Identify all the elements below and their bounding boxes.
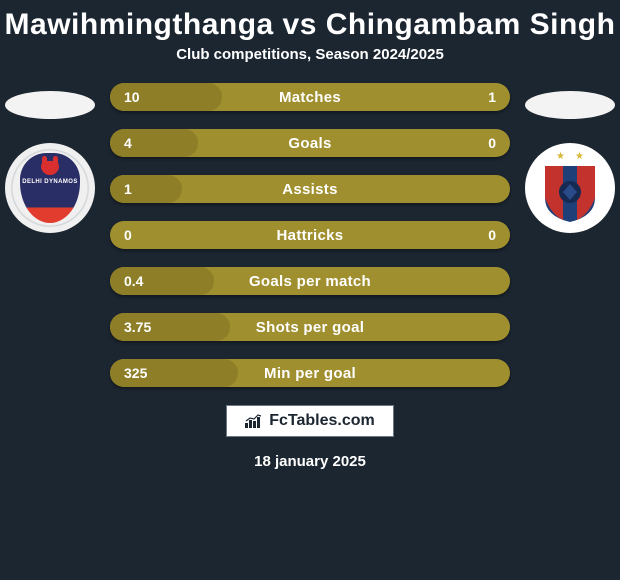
stat-row: 4Goals0 xyxy=(110,129,510,157)
right-flag-placeholder xyxy=(525,91,615,119)
left-crest-text: DELHI DYNAMOS xyxy=(22,179,78,185)
comparison-infographic: Mawihmingthanga vs Chingambam Singh Club… xyxy=(0,0,620,580)
brand-chart-icon xyxy=(245,414,263,428)
stat-right-value: 1 xyxy=(488,89,496,105)
stat-label: Assists xyxy=(110,181,510,198)
page-subtitle: Club competitions, Season 2024/2025 xyxy=(176,46,444,63)
stat-row: 10Matches1 xyxy=(110,83,510,111)
stat-label: Goals per match xyxy=(110,273,510,290)
right-team-crest: ★★ xyxy=(525,143,615,233)
stat-right-value: 0 xyxy=(488,227,496,243)
stat-left-value: 1 xyxy=(124,181,132,197)
main-area: DELHI DYNAMOS 10Matches14Goals01Assists0… xyxy=(0,83,620,387)
stat-row: 325Min per goal xyxy=(110,359,510,387)
stat-row: 0Hattricks0 xyxy=(110,221,510,249)
brand-text: FcTables.com xyxy=(269,412,375,430)
left-team-crest: DELHI DYNAMOS xyxy=(5,143,95,233)
stat-left-value: 3.75 xyxy=(124,319,151,335)
right-player-col: ★★ xyxy=(520,83,620,233)
stat-bars: 10Matches14Goals01Assists0Hattricks00.4G… xyxy=(110,83,510,387)
stat-left-value: 10 xyxy=(124,89,140,105)
left-player-col: DELHI DYNAMOS xyxy=(0,83,100,233)
stat-label: Hattricks xyxy=(110,227,510,244)
footer-date: 18 january 2025 xyxy=(254,453,366,470)
stat-left-value: 4 xyxy=(124,135,132,151)
stat-left-value: 0 xyxy=(124,227,132,243)
stat-label: Shots per goal xyxy=(110,319,510,336)
page-title: Mawihmingthanga vs Chingambam Singh xyxy=(5,8,616,42)
stat-left-value: 325 xyxy=(124,365,147,381)
stat-row: 0.4Goals per match xyxy=(110,267,510,295)
brand-badge: FcTables.com xyxy=(226,405,394,437)
stat-label: Goals xyxy=(110,135,510,152)
left-crest-shield: DELHI DYNAMOS xyxy=(20,153,80,223)
stat-row: 1Assists xyxy=(110,175,510,203)
stat-left-value: 0.4 xyxy=(124,273,143,289)
stat-label: Matches xyxy=(110,89,510,106)
left-crest-mascot-icon xyxy=(41,161,59,175)
stat-right-value: 0 xyxy=(488,135,496,151)
left-flag-placeholder xyxy=(5,91,95,119)
right-crest-shield xyxy=(541,162,599,224)
right-crest-stars-icon: ★★ xyxy=(525,151,615,162)
stat-row: 3.75Shots per goal xyxy=(110,313,510,341)
stat-label: Min per goal xyxy=(110,365,510,382)
